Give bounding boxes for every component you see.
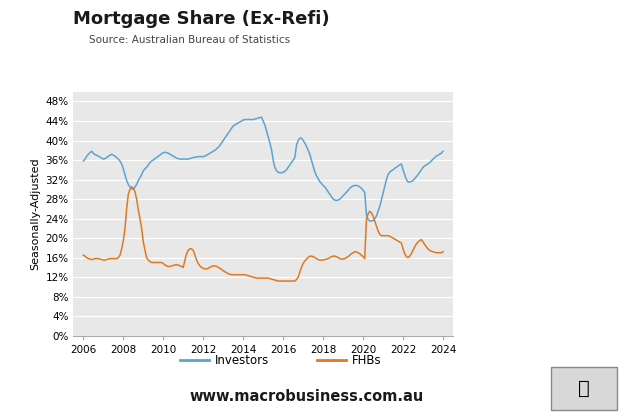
FancyBboxPatch shape bbox=[551, 367, 617, 410]
Investors bbox=[171, 155, 179, 160]
FHBs bbox=[161, 262, 169, 267]
FHBs bbox=[182, 251, 190, 256]
Investors bbox=[357, 186, 365, 191]
Investors bbox=[80, 158, 87, 163]
Investors bbox=[366, 219, 374, 224]
FHBs bbox=[188, 246, 195, 251]
Line: FHBs: FHBs bbox=[84, 187, 443, 281]
Line: Investors: Investors bbox=[84, 117, 443, 221]
Text: BUSINESS: BUSINESS bbox=[494, 56, 594, 74]
FHBs bbox=[381, 233, 389, 238]
Investors bbox=[258, 115, 265, 120]
FHBs bbox=[274, 279, 282, 284]
Investors bbox=[387, 168, 395, 173]
Legend: Investors, FHBs: Investors, FHBs bbox=[175, 349, 387, 372]
Text: 🐺: 🐺 bbox=[578, 379, 590, 398]
FHBs bbox=[439, 249, 447, 254]
Text: www.macrobusiness.com.au: www.macrobusiness.com.au bbox=[189, 389, 424, 404]
Y-axis label: Seasonally-Adjusted: Seasonally-Adjusted bbox=[30, 157, 40, 270]
Text: Mortgage Share (Ex-Refi): Mortgage Share (Ex-Refi) bbox=[73, 10, 330, 28]
FHBs bbox=[80, 253, 87, 258]
FHBs bbox=[204, 266, 212, 271]
Text: Source: Australian Bureau of Statistics: Source: Australian Bureau of Statistics bbox=[89, 35, 290, 45]
Investors bbox=[161, 150, 169, 155]
FHBs bbox=[189, 248, 197, 253]
Text: MACRO: MACRO bbox=[507, 27, 581, 45]
Investors bbox=[439, 149, 447, 154]
Investors bbox=[286, 163, 293, 168]
Investors bbox=[289, 158, 297, 163]
FHBs bbox=[128, 184, 135, 189]
